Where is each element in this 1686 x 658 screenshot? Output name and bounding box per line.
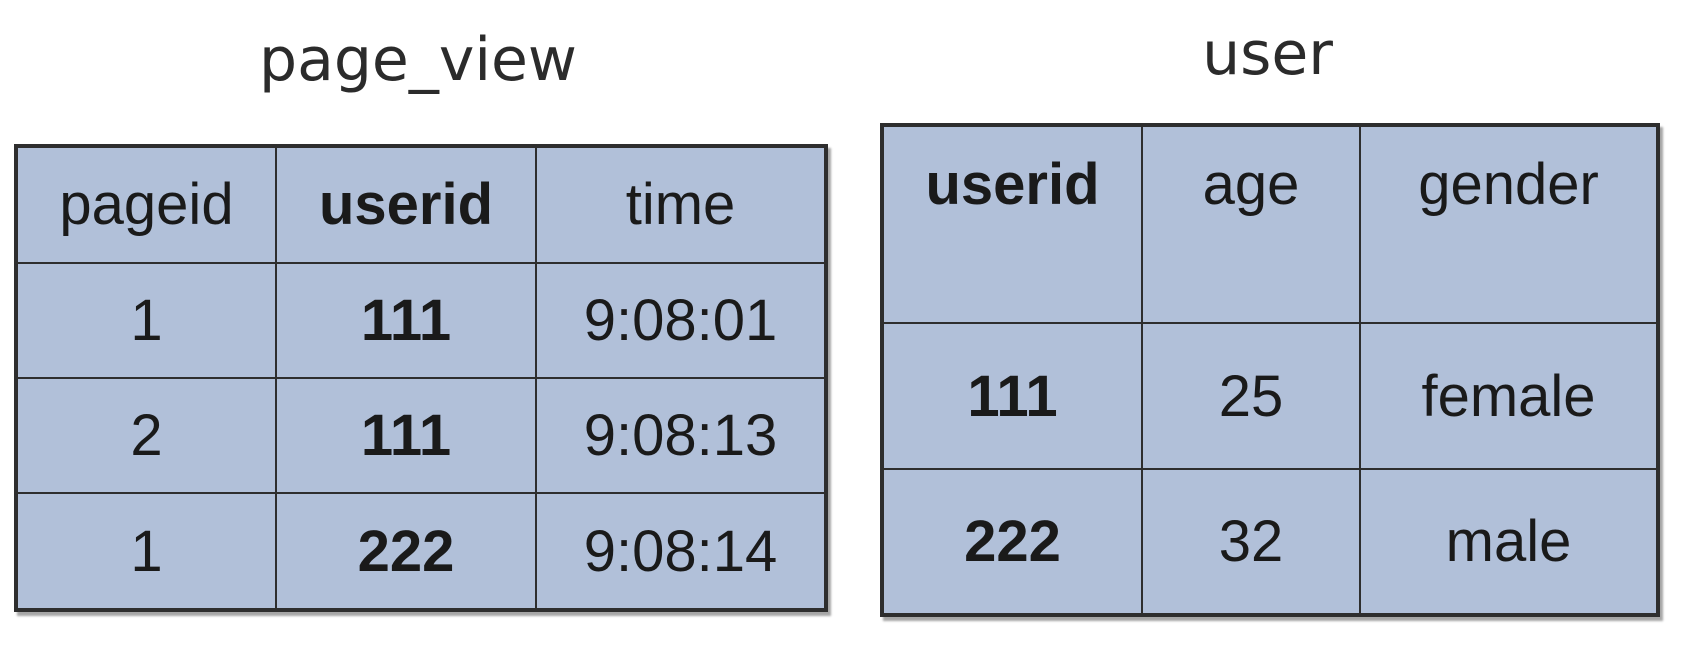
cell-userid: 222 [881, 468, 1143, 616]
column-header-userid: userid [275, 145, 537, 264]
user-table-title: user [1202, 19, 1333, 89]
table-row: 2 111 9:08:13 [15, 376, 827, 495]
cell-gender: male [1359, 468, 1659, 616]
cell-userid: 111 [881, 322, 1143, 470]
column-header-pageid: pageid [15, 145, 277, 264]
cell-pageid: 1 [15, 492, 277, 611]
cell-time: 9:08:13 [535, 376, 827, 495]
cell-userid: 111 [275, 261, 537, 379]
cell-userid: 222 [275, 492, 537, 611]
table-row: 111 25 female [881, 322, 1659, 470]
cell-gender: female [1359, 322, 1659, 470]
user-table: userid age gender 111 25 female 222 32 m… [880, 123, 1660, 617]
column-header-time: time [535, 145, 827, 264]
table-header-row: pageid userid time [15, 145, 827, 264]
cell-age: 25 [1141, 322, 1361, 470]
table-row: 1 111 9:08:01 [15, 261, 827, 379]
page-view-table: pageid userid time 1 111 9:08:01 2 111 9… [14, 144, 828, 612]
cell-userid: 111 [275, 376, 537, 495]
table-row: 1 222 9:08:14 [15, 492, 827, 611]
column-header-gender: gender [1359, 124, 1659, 324]
cell-age: 32 [1141, 468, 1361, 616]
table-row: 222 32 male [881, 468, 1659, 616]
cell-time: 9:08:01 [535, 261, 827, 379]
column-header-age: age [1141, 124, 1361, 324]
cell-pageid: 2 [15, 376, 277, 495]
column-header-userid: userid [881, 124, 1143, 324]
page-view-table-title: page_view [258, 25, 578, 95]
cell-time: 9:08:14 [535, 492, 827, 611]
cell-pageid: 1 [15, 261, 277, 379]
table-header-row: userid age gender [881, 124, 1659, 324]
